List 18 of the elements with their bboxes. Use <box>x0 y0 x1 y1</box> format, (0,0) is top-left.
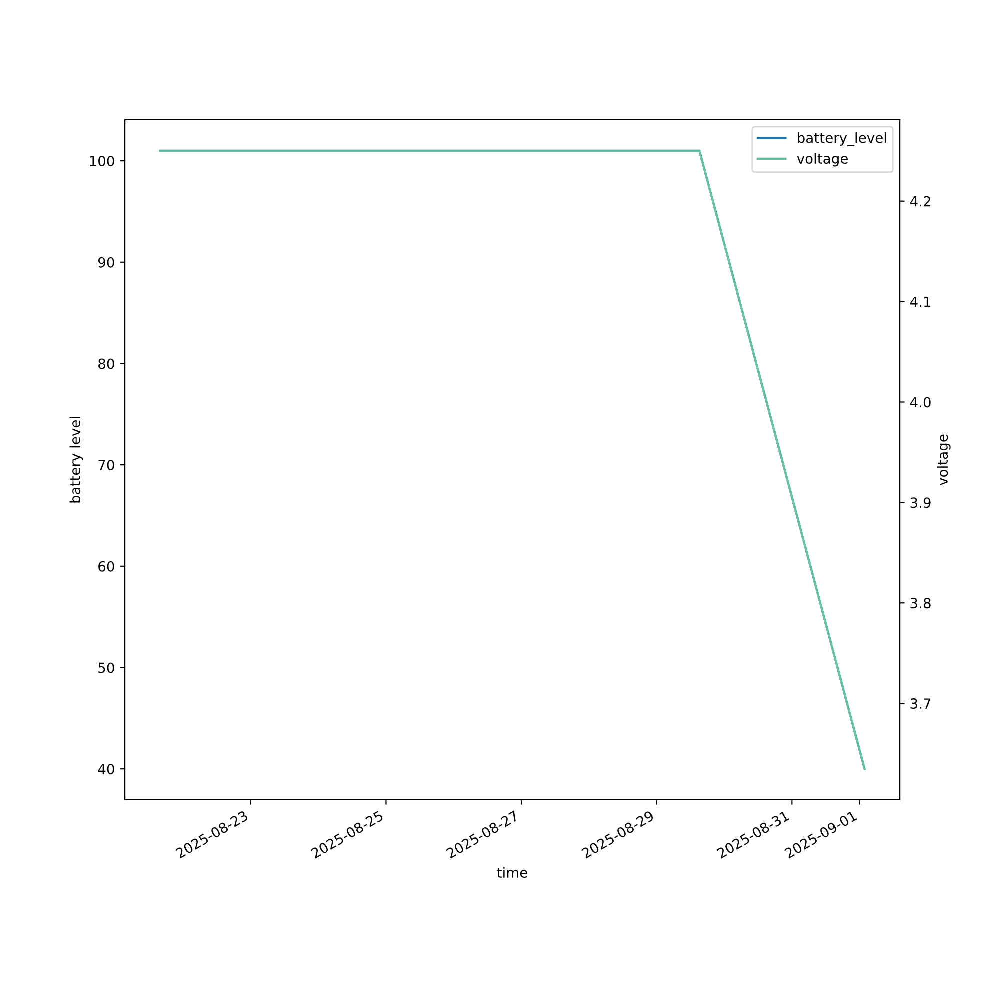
y-tick-label: 100 <box>90 156 114 167</box>
y2-tick-label: 4.0 <box>910 397 931 408</box>
y-tick-label: 90 <box>98 257 114 268</box>
legend-label: voltage <box>797 153 848 167</box>
y2-tick-label: 3.9 <box>910 498 931 508</box>
y-tick-label: 50 <box>98 662 114 674</box>
y-axis-title: battery level <box>70 417 84 503</box>
x-axis-title: time <box>497 867 528 878</box>
y-tick-label: 60 <box>98 561 114 572</box>
y2-tick-label: 4.1 <box>910 296 931 308</box>
y2-tick-label: 3.7 <box>910 698 931 710</box>
y2-tick-label: 4.2 <box>910 196 930 207</box>
y2-tick-label: 3.8 <box>910 598 931 609</box>
y-tick-label: 40 <box>98 764 114 775</box>
legend-label: battery_level <box>798 132 886 146</box>
y-tick-label: 70 <box>98 460 114 471</box>
y2-axis-title: voltage <box>937 434 951 486</box>
y-tick-label: 80 <box>98 358 114 370</box>
